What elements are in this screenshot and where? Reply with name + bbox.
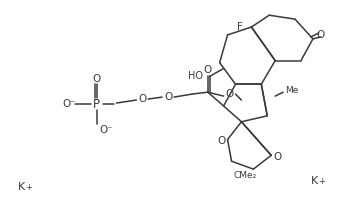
Text: O: O [92,74,101,84]
Text: O: O [217,136,226,146]
Text: O: O [273,152,281,162]
Text: O: O [225,89,234,99]
Text: +: + [25,183,32,192]
Text: K: K [311,176,319,186]
Text: O: O [164,92,172,102]
Text: K: K [17,182,25,192]
Text: O⁻: O⁻ [62,99,76,109]
Text: O⁻: O⁻ [99,125,113,135]
Text: +: + [318,177,325,186]
Text: O: O [317,30,325,40]
Text: HO: HO [188,71,203,81]
Text: Me: Me [285,86,298,95]
Text: P: P [93,98,100,110]
Text: F: F [237,22,243,32]
Text: O: O [138,94,146,104]
Text: O: O [203,66,212,76]
Text: CMe₂: CMe₂ [234,171,257,180]
